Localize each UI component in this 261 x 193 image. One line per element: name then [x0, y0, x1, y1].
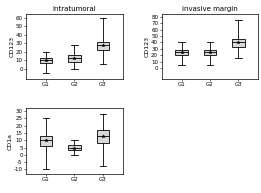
PathPatch shape [97, 41, 109, 50]
PathPatch shape [97, 130, 109, 143]
Title: invasive margin: invasive margin [182, 6, 238, 12]
PathPatch shape [40, 136, 52, 146]
PathPatch shape [232, 39, 245, 47]
Y-axis label: CD1a: CD1a [7, 133, 12, 150]
PathPatch shape [68, 145, 81, 151]
PathPatch shape [40, 58, 52, 63]
Y-axis label: CD123: CD123 [145, 36, 150, 57]
Title: Intratumoral: Intratumoral [53, 6, 96, 12]
PathPatch shape [175, 50, 188, 55]
PathPatch shape [68, 55, 81, 62]
PathPatch shape [204, 50, 216, 55]
Y-axis label: CD123: CD123 [9, 36, 14, 57]
